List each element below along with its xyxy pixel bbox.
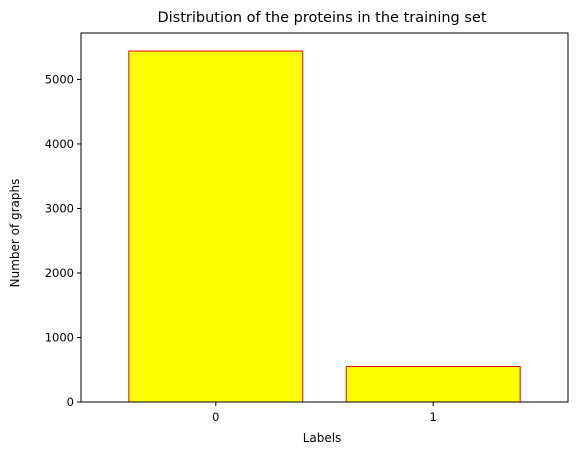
chart-title: Distribution of the proteins in the trai… — [157, 10, 486, 26]
bar-0 — [128, 50, 304, 403]
x-axis-label: Labels — [303, 431, 342, 445]
y-tick-label: 0 — [67, 395, 74, 409]
y-tick-label: 5000 — [45, 72, 74, 86]
x-tick-label: 1 — [430, 410, 437, 424]
y-tick-label: 3000 — [45, 201, 74, 215]
y-tick-label: 2000 — [45, 266, 74, 280]
y-tick-label: 4000 — [45, 137, 74, 151]
bars — [128, 50, 521, 403]
x-tick-label: 0 — [212, 410, 219, 424]
y-axis-label: Number of graphs — [8, 179, 22, 288]
bar-1 — [345, 366, 521, 403]
plot-border — [80, 32, 569, 403]
y-axis-ticks: 0 1000 2000 3000 4000 5000 — [45, 72, 81, 409]
y-tick-label: 1000 — [45, 330, 74, 344]
